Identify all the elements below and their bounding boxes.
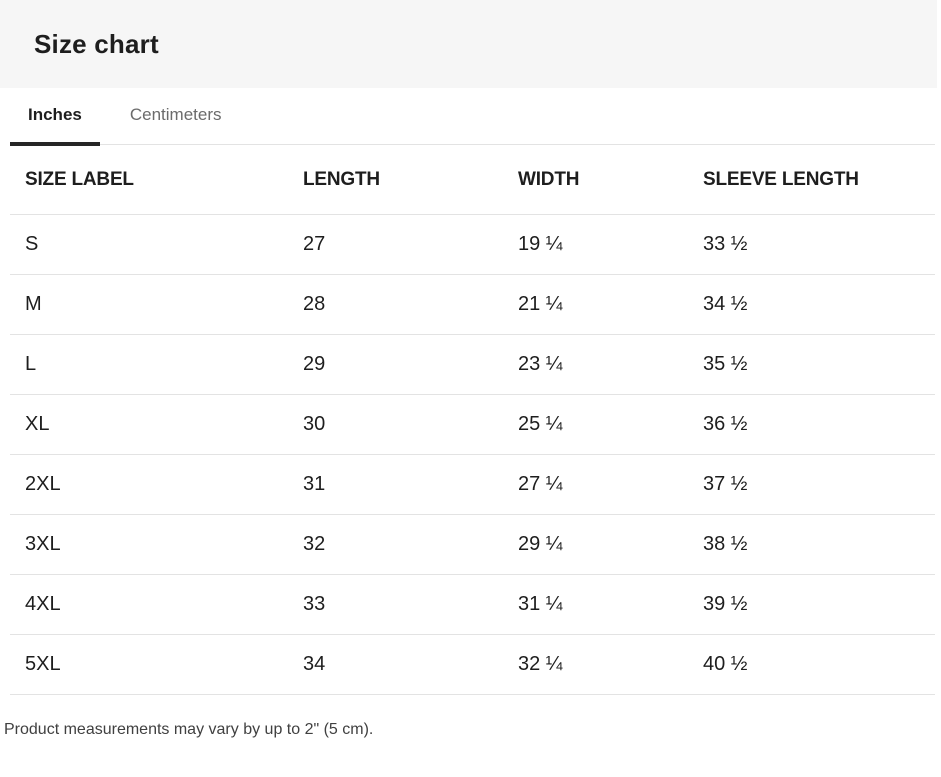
tab-centimeters-label: Centimeters [129,105,222,124]
column-header-width: WIDTH [518,168,580,190]
cell-width: 19 ¼ [518,233,563,255]
cell-length: 29 [303,353,326,375]
cell-sleeve-length: 40 ½ [703,653,748,675]
cell-length: 31 [303,473,326,495]
cell-sleeve-length: 39 ½ [703,593,748,615]
tab-inches[interactable]: Inches [10,88,100,146]
table-row: L 29 23 ¼ 35 ½ [10,335,935,395]
cell-length: 34 [303,653,326,675]
cell-width: 23 ¼ [518,353,563,375]
column-header-length: LENGTH [303,168,380,190]
cell-width: 21 ¼ [518,293,563,315]
cell-sleeve-length: 37 ½ [703,473,748,495]
table-row: 2XL 31 27 ¼ 37 ½ [10,455,935,515]
cell-size-label: 5XL [25,653,61,675]
cell-length: 30 [303,413,326,435]
cell-sleeve-length: 35 ½ [703,353,748,375]
size-table: SIZE LABEL LENGTH WIDTH SLEEVE LENGTH S … [10,145,935,695]
cell-length: 32 [303,533,326,555]
column-header-sleeve-length: SLEEVE LENGTH [703,168,859,190]
cell-width: 32 ¼ [518,653,563,675]
measurement-disclaimer: Product measurements may vary by up to 2… [4,721,374,738]
cell-length: 28 [303,293,326,315]
table-row: M 28 21 ¼ 34 ½ [10,275,935,335]
cell-width: 31 ¼ [518,593,563,615]
column-header-size-label: SIZE LABEL [25,168,134,190]
cell-sleeve-length: 33 ½ [703,233,748,255]
cell-size-label: L [25,353,37,375]
tab-centimeters[interactable]: Centimeters [112,88,240,146]
cell-size-label: 2XL [25,473,61,495]
cell-size-label: S [25,233,39,255]
cell-sleeve-length: 38 ½ [703,533,748,555]
cell-width: 27 ¼ [518,473,563,495]
table-row: S 27 19 ¼ 33 ½ [10,215,935,275]
cell-size-label: M [25,293,42,315]
table-row: 5XL 34 32 ¼ 40 ½ [10,635,935,695]
cell-sleeve-length: 34 ½ [703,293,748,315]
cell-width: 25 ¼ [518,413,563,435]
table-row: 4XL 33 31 ¼ 39 ½ [10,575,935,635]
size-chart-header: Size chart [0,0,937,88]
cell-size-label: 4XL [25,593,61,615]
table-row: XL 30 25 ¼ 36 ½ [10,395,935,455]
page-title: Size chart [34,28,159,59]
cell-length: 27 [303,233,326,255]
tab-inches-label: Inches [28,105,82,124]
unit-tabs: Inches Centimeters [10,88,935,146]
cell-length: 33 [303,593,326,615]
cell-size-label: 3XL [25,533,61,555]
cell-sleeve-length: 36 ½ [703,413,748,435]
table-header-row: SIZE LABEL LENGTH WIDTH SLEEVE LENGTH [10,145,935,215]
cell-width: 29 ¼ [518,533,563,555]
cell-size-label: XL [25,413,50,435]
table-row: 3XL 32 29 ¼ 38 ½ [10,515,935,575]
